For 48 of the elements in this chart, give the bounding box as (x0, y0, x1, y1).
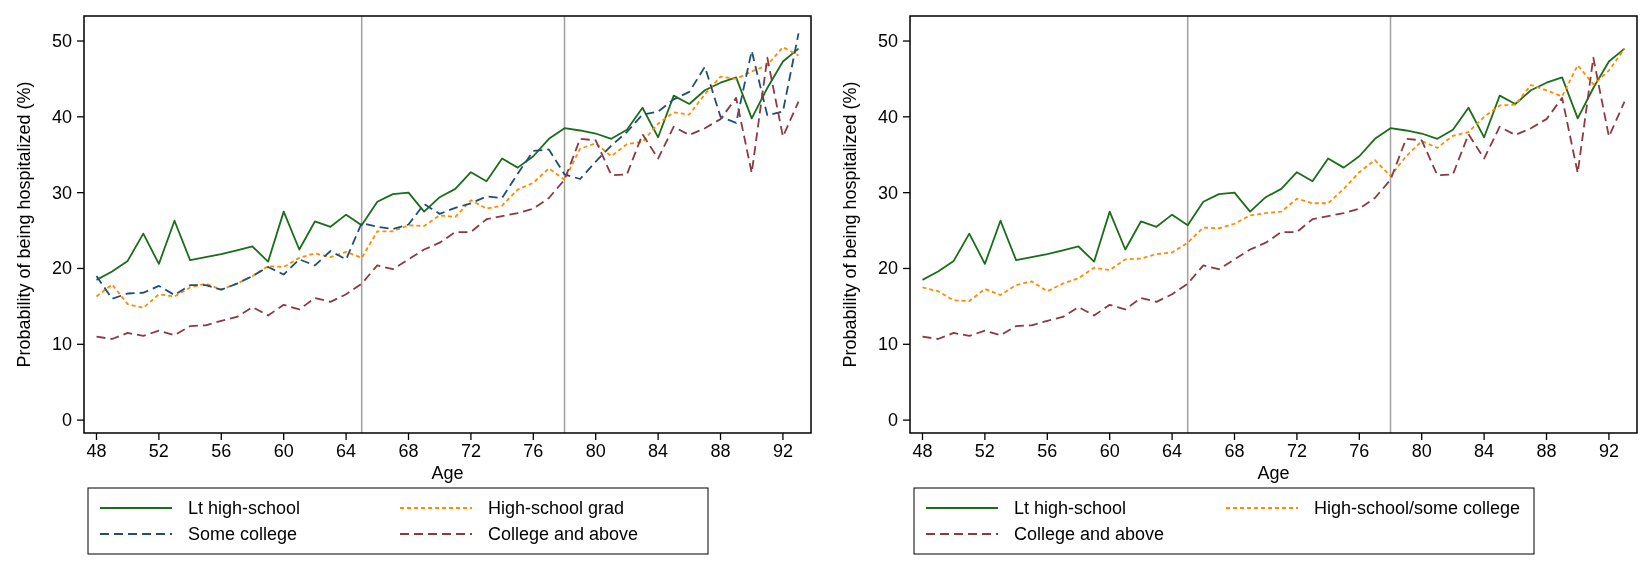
x-axis-title: Age (1257, 463, 1290, 483)
x-tick-label: 76 (523, 441, 544, 461)
x-tick-label: 88 (1536, 441, 1557, 461)
y-axis-title: Probability of being hospitalized (%) (14, 81, 34, 368)
y-tick-label: 40 (877, 106, 898, 127)
x-tick-label: 84 (1474, 441, 1495, 461)
x-tick-label: 56 (1037, 441, 1058, 461)
x-tick-label: 76 (1349, 441, 1370, 461)
y-tick-label: 30 (51, 182, 72, 203)
y-axis-title: Probability of being hospitalized (%) (840, 81, 860, 368)
legend-label: College and above (1014, 524, 1165, 544)
x-tick-label: 48 (86, 441, 107, 461)
x-tick-label: 60 (1099, 441, 1120, 461)
x-tick-label: 60 (273, 441, 294, 461)
y-tick-label: 10 (877, 334, 898, 355)
x-tick-label: 92 (1598, 441, 1619, 461)
x-axis-title: Age (431, 463, 464, 483)
x-tick-label: 72 (460, 441, 481, 461)
y-tick-label: 50 (877, 31, 898, 52)
x-tick-label: 64 (336, 441, 357, 461)
y-tick-label: 20 (51, 258, 72, 279)
legend-label: Lt high-school (1014, 498, 1127, 518)
x-tick-label: 72 (1286, 441, 1307, 461)
y-tick-label: 10 (51, 334, 72, 355)
legend-label: High-school/some college (1314, 498, 1521, 518)
y-tick-label: 50 (51, 31, 72, 52)
x-tick-label: 88 (710, 441, 731, 461)
x-tick-label: 92 (772, 441, 793, 461)
x-tick-label: 84 (648, 441, 669, 461)
x-tick-label: 68 (398, 441, 419, 461)
y-tick-label: 40 (51, 106, 72, 127)
x-tick-label: 68 (1224, 441, 1245, 461)
line-series (921, 56, 1626, 340)
legend-label: College and above (488, 524, 639, 544)
x-tick-label: 48 (912, 441, 933, 461)
y-tick-label: 30 (877, 182, 898, 203)
y-tick-label: 20 (877, 258, 898, 279)
x-tick-label: 64 (1162, 441, 1183, 461)
legend-label: Lt high-school (188, 498, 301, 518)
x-tick-label: 80 (1411, 441, 1432, 461)
x-tick-label: 56 (211, 441, 232, 461)
legend-label: Some college (188, 524, 298, 544)
y-tick-label: 0 (61, 410, 72, 431)
x-tick-label: 52 (974, 441, 995, 461)
legend-label: High-school grad (488, 498, 625, 518)
x-tick-label: 52 (148, 441, 169, 461)
x-tick-label: 80 (585, 441, 606, 461)
y-tick-label: 0 (887, 410, 898, 431)
